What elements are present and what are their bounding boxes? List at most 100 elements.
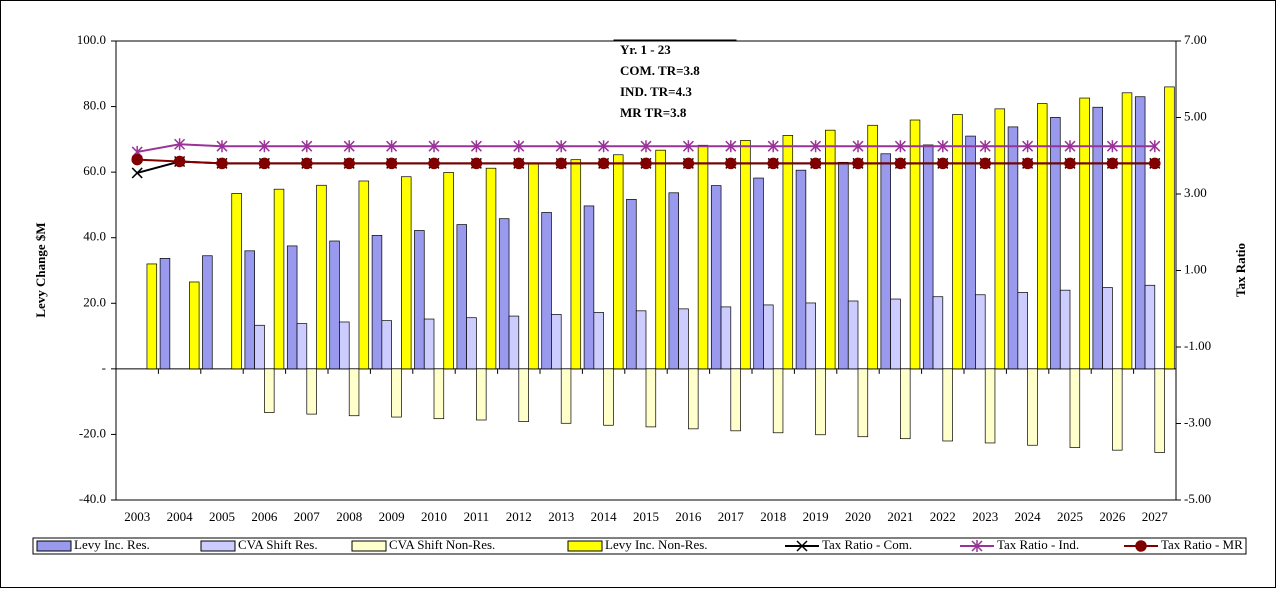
bar (1092, 106, 1103, 370)
bar (825, 129, 836, 370)
x-tick-label: 2022 (930, 509, 956, 524)
marker (216, 157, 228, 170)
marker (174, 138, 186, 151)
x-tick-label: 2024 (1015, 509, 1042, 524)
bar (805, 302, 816, 370)
marker (640, 157, 652, 170)
y-tick-label: 40.0 (83, 229, 106, 244)
bar (189, 281, 200, 370)
bar (476, 368, 487, 421)
marker (767, 140, 779, 153)
marker (1106, 140, 1118, 153)
bar (231, 193, 242, 370)
bar (551, 314, 562, 370)
legend-swatch (567, 540, 603, 552)
bar (1112, 368, 1123, 451)
x-tick-label: 2025 (1057, 509, 1083, 524)
bar (339, 321, 350, 370)
bar (1017, 292, 1028, 370)
bar (1050, 117, 1061, 370)
marker (894, 140, 906, 153)
marker (1106, 157, 1119, 170)
y2-tick-label: -1.00 (1184, 338, 1211, 353)
y2-tick-label: 7.00 (1184, 32, 1207, 47)
legend-swatch (200, 540, 236, 552)
bar (1069, 368, 1081, 448)
annotation: MR TR=3.8 (620, 105, 687, 120)
bar (159, 258, 171, 370)
x-tick-label: 2008 (336, 509, 362, 524)
bar (626, 199, 637, 370)
bar (942, 368, 953, 442)
bar (753, 177, 764, 370)
bar (1144, 284, 1156, 370)
legend-label: Levy Inc. Non-Res. (605, 537, 708, 552)
marker (979, 140, 991, 153)
y-axis-label: Levy Change $M (33, 222, 48, 317)
y-tick-label: - (102, 360, 106, 375)
bar (984, 368, 996, 444)
bar (414, 230, 425, 370)
bar (815, 368, 826, 436)
y-tick-label: 80.0 (83, 98, 106, 113)
marker (937, 157, 949, 170)
marker (852, 140, 864, 153)
bar (593, 312, 604, 370)
marker (301, 157, 313, 170)
marker (555, 140, 567, 153)
x-tick-label: 2009 (379, 509, 405, 524)
marker (937, 140, 949, 153)
marker (682, 140, 694, 153)
legend-label: Tax Ratio - Ind. (997, 537, 1079, 552)
bar (603, 368, 614, 426)
x-tick-label: 2020 (845, 509, 871, 524)
x-tick-label: 2017 (718, 509, 745, 524)
annotation: Yr. 1 - 23 (620, 42, 671, 57)
x-tick-label: 2021 (887, 509, 913, 524)
bar (1121, 92, 1133, 370)
bar (306, 368, 317, 415)
bar (254, 324, 265, 370)
x-tick-label: 2004 (167, 509, 194, 524)
bar (466, 317, 477, 370)
legend-swatch (36, 540, 72, 552)
marker (1022, 140, 1034, 153)
bar (909, 119, 921, 370)
legend-label: CVA Shift Non-Res. (389, 537, 495, 552)
bar (391, 368, 402, 418)
bar (1027, 368, 1038, 446)
bar (655, 149, 666, 370)
bar (1164, 86, 1175, 370)
y2-axis-label: Tax Ratio (1233, 243, 1248, 297)
marker (1135, 540, 1147, 552)
x-tick-label: 2018 (760, 509, 786, 524)
bar (668, 192, 679, 370)
bar (932, 296, 944, 370)
x-tick-label: 2006 (251, 509, 278, 524)
bar (613, 154, 624, 370)
x-tick-label: 2007 (294, 509, 321, 524)
bar (795, 169, 807, 370)
y2-tick-label: 5.00 (1184, 108, 1207, 123)
y-tick-label: 60.0 (83, 163, 106, 178)
bar (922, 144, 934, 370)
bar (1154, 368, 1165, 453)
bar (965, 135, 976, 370)
bar (1059, 289, 1071, 370)
bar (423, 318, 435, 370)
x-tick-label: 2026 (1099, 509, 1126, 524)
marker (852, 157, 864, 170)
bar (645, 368, 657, 428)
bar (348, 368, 360, 417)
bar (1007, 126, 1019, 370)
y2-tick-label: 3.00 (1184, 185, 1207, 200)
bar (900, 368, 911, 440)
x-tick-label: 2014 (591, 509, 618, 524)
marker (258, 157, 271, 170)
bar (1079, 97, 1090, 370)
bar (518, 368, 529, 422)
bar (720, 306, 732, 370)
bar (443, 172, 454, 370)
bar (541, 212, 552, 370)
